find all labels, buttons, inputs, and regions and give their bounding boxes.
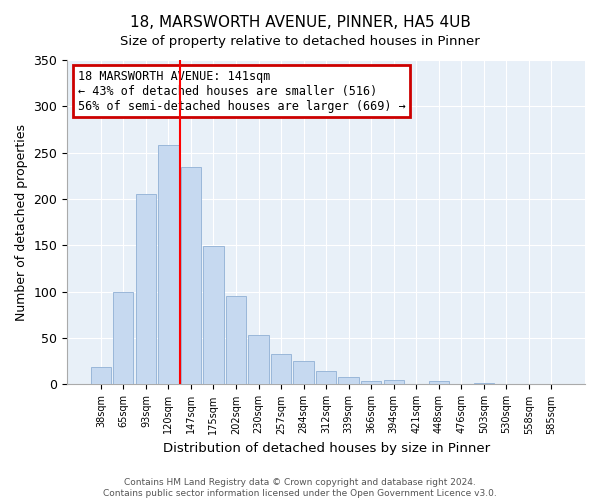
- Bar: [338, 377, 359, 384]
- Text: 18, MARSWORTH AVENUE, PINNER, HA5 4UB: 18, MARSWORTH AVENUE, PINNER, HA5 4UB: [130, 15, 470, 30]
- Bar: [473, 382, 494, 384]
- Bar: [181, 166, 201, 384]
- Bar: [91, 367, 111, 384]
- Bar: [136, 194, 156, 384]
- X-axis label: Distribution of detached houses by size in Pinner: Distribution of detached houses by size …: [163, 442, 490, 455]
- Bar: [248, 336, 269, 384]
- Y-axis label: Number of detached properties: Number of detached properties: [15, 124, 28, 320]
- Bar: [383, 380, 404, 384]
- Bar: [113, 292, 133, 384]
- Bar: [361, 380, 381, 384]
- Text: Size of property relative to detached houses in Pinner: Size of property relative to detached ho…: [120, 35, 480, 48]
- Text: Contains HM Land Registry data © Crown copyright and database right 2024.
Contai: Contains HM Land Registry data © Crown c…: [103, 478, 497, 498]
- Bar: [428, 380, 449, 384]
- Bar: [316, 372, 336, 384]
- Bar: [226, 296, 246, 384]
- Bar: [271, 354, 291, 384]
- Text: 18 MARSWORTH AVENUE: 141sqm
← 43% of detached houses are smaller (516)
56% of se: 18 MARSWORTH AVENUE: 141sqm ← 43% of det…: [77, 70, 405, 112]
- Bar: [293, 362, 314, 384]
- Bar: [203, 246, 224, 384]
- Bar: [158, 146, 179, 384]
